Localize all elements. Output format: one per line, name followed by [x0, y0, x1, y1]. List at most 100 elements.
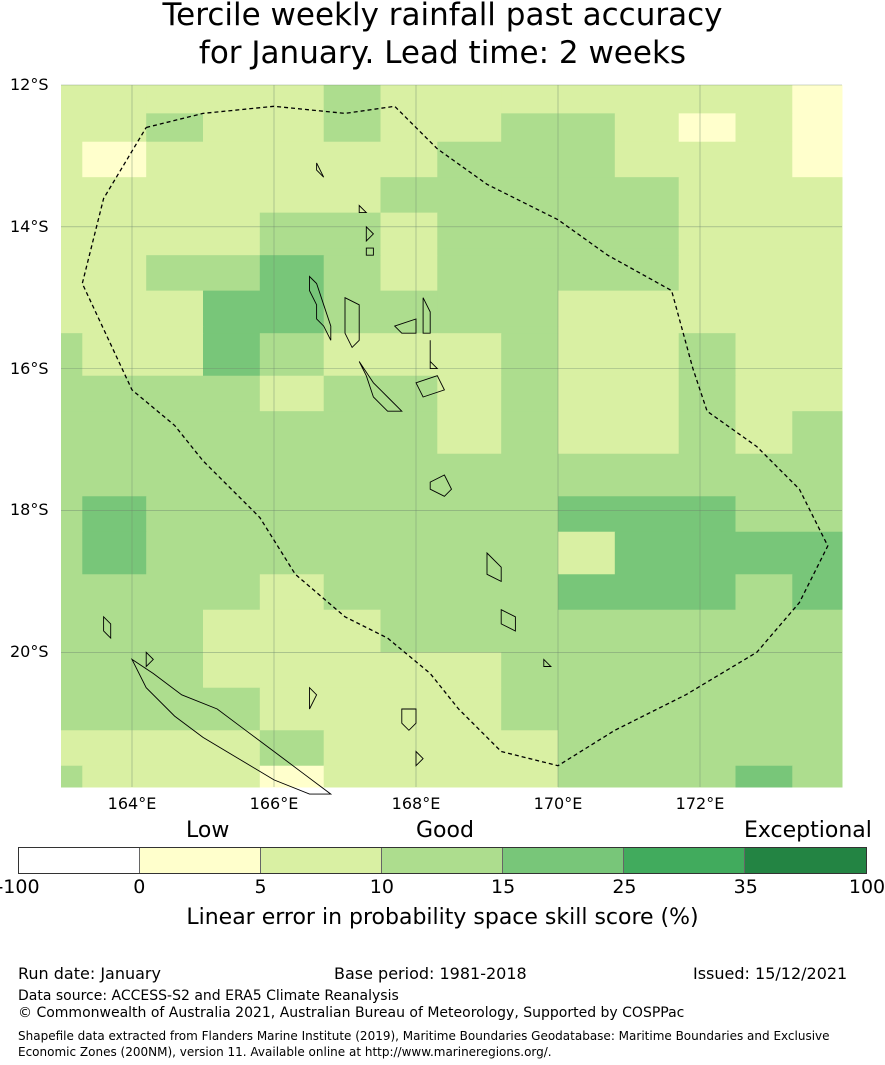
island-coastline	[365, 225, 375, 243]
longitude-label: 166°E	[249, 794, 299, 813]
skill-cell	[203, 113, 325, 143]
category-low-label: Low	[186, 818, 230, 843]
skill-cell	[203, 652, 502, 689]
island-coastline	[309, 686, 318, 710]
skill-cell	[203, 290, 325, 327]
skill-cell	[380, 85, 502, 114]
skill-cell	[259, 212, 381, 249]
skill-cell	[146, 141, 438, 178]
skill-cell	[323, 730, 559, 767]
skill-cell	[146, 248, 261, 256]
skill-cell	[61, 765, 83, 788]
island-coastline	[429, 474, 453, 497]
latitude-label: 12°S	[10, 75, 49, 94]
longitude-label: 168°E	[391, 794, 441, 813]
skill-map	[61, 84, 843, 795]
skill-cell	[735, 375, 843, 412]
island-coastline	[145, 651, 154, 668]
skill-cell	[61, 255, 147, 292]
issued-date: Issued: 15/12/2021	[693, 964, 848, 983]
colorbar-tick-label: 100	[848, 876, 885, 898]
latitude-label: 18°S	[10, 500, 49, 520]
skill-cell	[203, 687, 261, 731]
skill-cell	[501, 411, 559, 455]
skill-cell	[678, 177, 843, 214]
skill-cell	[82, 531, 147, 575]
skill-cell	[61, 333, 83, 377]
colorbar-tick-label: 5	[254, 876, 267, 898]
skill-cell	[259, 765, 325, 788]
skill-cell	[614, 113, 680, 143]
skill-cell	[437, 141, 616, 178]
skill-cell	[259, 326, 325, 334]
skill-cell	[501, 375, 559, 412]
skill-cell	[437, 411, 502, 455]
skill-cell	[735, 411, 793, 455]
skill-cell	[203, 333, 261, 377]
skill-cell	[61, 496, 83, 533]
colorbar-label: Linear error in probability space skill …	[186, 905, 699, 930]
skill-cell	[259, 248, 381, 256]
colorbar-segment	[19, 848, 140, 873]
skill-cell	[61, 177, 381, 214]
chart-title-line-1: Tercile weekly rainfall past accuracy	[162, 0, 723, 33]
skill-cell	[380, 212, 438, 249]
skill-cell	[203, 326, 261, 334]
colorbar-segment	[624, 848, 745, 873]
colorbar-tick-label: 10	[369, 876, 394, 898]
skill-cell	[614, 531, 843, 575]
skill-cell	[678, 255, 843, 292]
skill-cell	[501, 687, 843, 731]
colorbar-tick-label: 15	[491, 876, 516, 898]
island-coastline	[486, 551, 502, 583]
skill-cell	[146, 113, 204, 143]
skill-cell	[380, 113, 502, 143]
skill-cell	[61, 453, 843, 497]
skill-cell	[146, 496, 559, 533]
skill-cell	[380, 248, 438, 256]
skill-cell	[323, 255, 381, 292]
skill-cell	[558, 375, 680, 412]
skill-cell	[203, 85, 325, 114]
island-coastline	[358, 204, 368, 214]
skill-cell	[558, 531, 616, 575]
island-coastline	[543, 658, 552, 667]
skill-cell	[82, 141, 147, 178]
skill-cell	[259, 333, 325, 377]
island-coastline	[500, 608, 516, 632]
skill-cell	[259, 730, 325, 767]
skill-cell	[259, 375, 325, 412]
colorbar-segment	[140, 848, 261, 873]
skill-cell	[735, 333, 843, 377]
eez-boundary	[81, 105, 829, 767]
colorbar-tick-label: 35	[733, 876, 758, 898]
latitude-label: 20°S	[10, 642, 49, 662]
skill-cell	[380, 177, 680, 214]
skill-cell	[678, 248, 843, 256]
island-coastline	[393, 318, 417, 334]
skill-cell	[678, 212, 843, 249]
skill-cell	[792, 765, 843, 788]
skill-cell	[437, 375, 502, 412]
colorbar-tick-label: -100	[0, 876, 40, 898]
longitude-label: 172°E	[675, 794, 725, 813]
skill-cell	[61, 141, 83, 178]
skill-cell	[323, 113, 381, 143]
skill-cell	[678, 333, 736, 377]
island-coastline	[103, 615, 112, 640]
skill-cell	[61, 375, 261, 412]
skill-cell	[61, 411, 438, 455]
base-period: Base period: 1981-2018	[334, 964, 527, 983]
skill-cell	[146, 531, 559, 575]
island-coastline	[309, 275, 332, 341]
island-coastline	[316, 162, 325, 178]
longitude-label: 170°E	[533, 794, 583, 813]
skill-cell	[614, 85, 793, 114]
skill-cell	[61, 248, 147, 256]
skill-cell	[501, 652, 843, 689]
skill-cell	[323, 290, 438, 327]
copyright: © Commonwealth of Australia 2021, Austra…	[18, 1005, 685, 1021]
skill-cell	[61, 113, 147, 143]
colorbar-segment	[745, 848, 866, 873]
skill-cell	[323, 765, 559, 788]
